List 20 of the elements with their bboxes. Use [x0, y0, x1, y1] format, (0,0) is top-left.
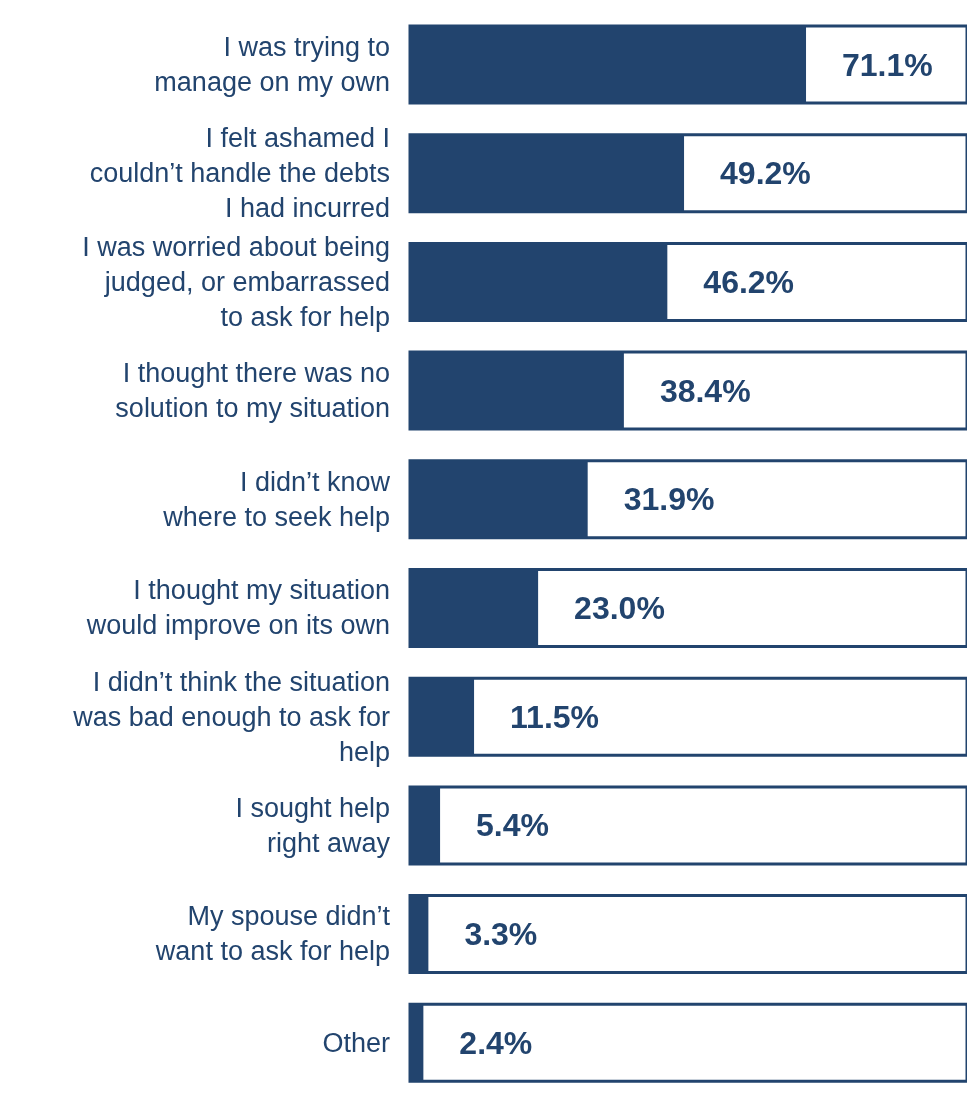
y-tick-label: I was trying to manage on my own — [154, 31, 390, 97]
y-tick-label: I thought my situation would improve on its own — [85, 575, 390, 641]
data-label: 3.3% — [464, 916, 538, 953]
data-label: 31.9% — [623, 481, 715, 518]
y-tick-label: I felt ashamed I couldn’t handle the debts I had incurred — [89, 123, 390, 224]
y-tick-label: I thought there was no solution to my situation — [115, 357, 390, 423]
y-tick-label: I was worried about being judged, or embarrassed to ask for help — [82, 231, 390, 332]
y-tick-label: I didn’t know where to seek help — [162, 466, 391, 532]
y-tick-label: Other — [322, 1027, 390, 1058]
data-label: 23.0% — [574, 590, 665, 626]
data-label: 11.5% — [510, 698, 600, 735]
y-tick-label: My spouse didn’t want to ask for help — [154, 901, 391, 967]
data-label: 49.2% — [720, 155, 811, 192]
data-label: 38.4% — [659, 372, 751, 409]
y-tick-label: I sought help right away — [235, 792, 391, 858]
data-label: 46.2% — [703, 263, 795, 300]
y-tick-label: I didn’t think the situation was bad enough to ask for help — [72, 666, 390, 767]
data-label: 5.4% — [476, 807, 550, 844]
data-label: 2.4% — [459, 1024, 533, 1061]
data-label: 71.1% — [842, 46, 933, 83]
